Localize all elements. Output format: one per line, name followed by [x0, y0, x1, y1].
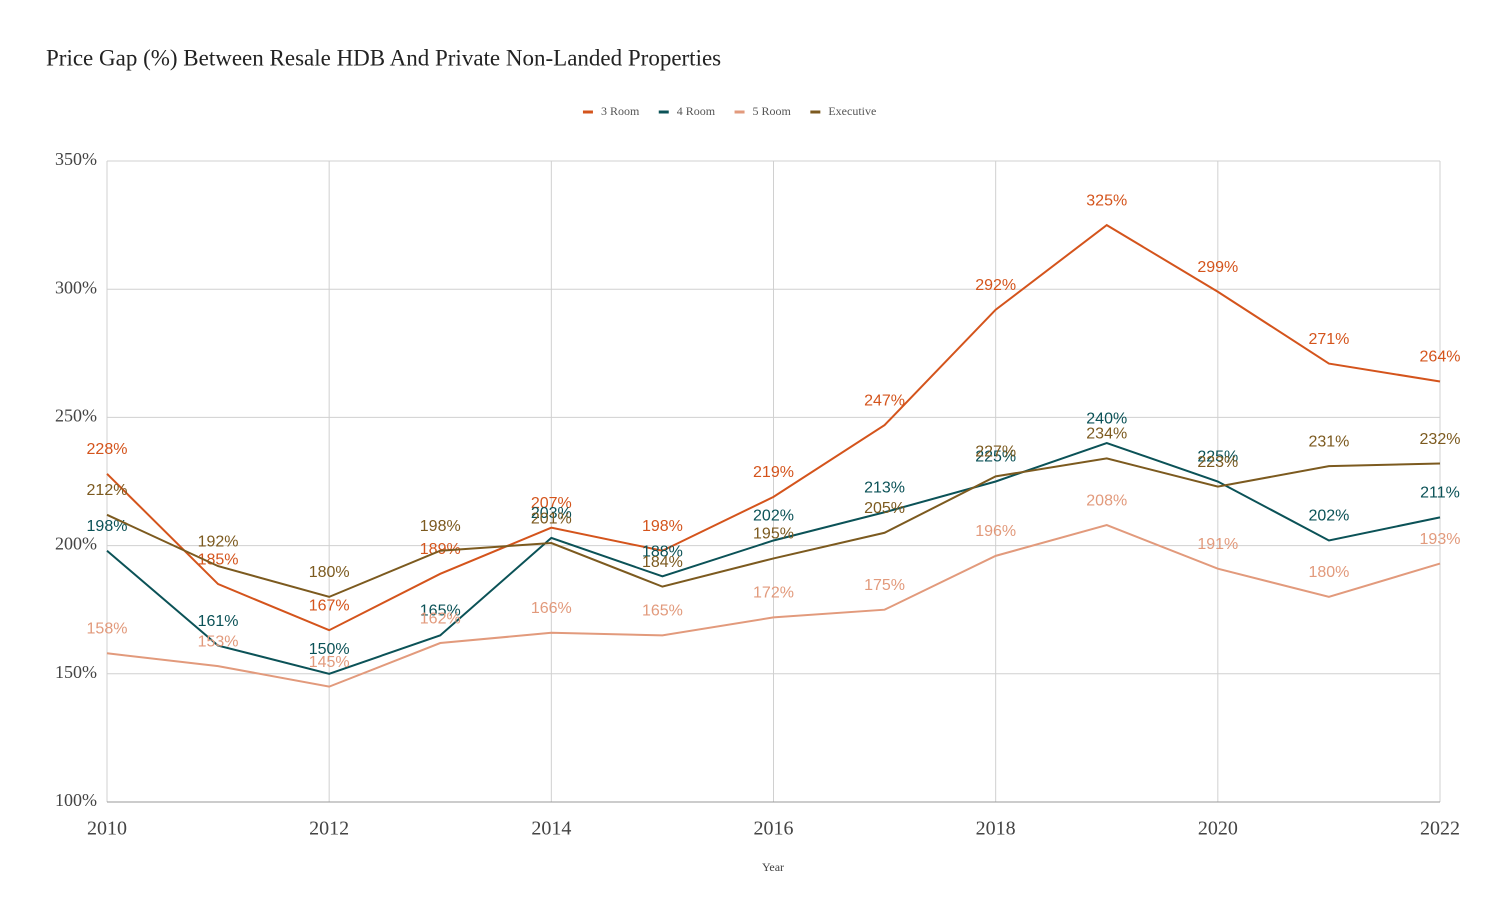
data-label: 211%: [1420, 485, 1460, 502]
data-label: 189%: [420, 541, 461, 558]
data-label: 172%: [753, 585, 794, 602]
data-label: 264%: [1420, 349, 1461, 366]
data-label: 185%: [198, 551, 239, 568]
data-label: 196%: [975, 523, 1016, 540]
data-label: 234%: [1086, 426, 1127, 443]
y-tick-label: 350%: [55, 149, 97, 169]
chart-title: Price Gap (%) Between Resale HDB And Pri…: [46, 45, 721, 70]
y-tick-label: 250%: [55, 406, 97, 426]
x-tick-label: 2020: [1198, 818, 1238, 840]
data-label: 240%: [1086, 410, 1127, 427]
data-label: 232%: [1420, 431, 1461, 448]
data-label: 205%: [864, 500, 905, 517]
data-label: 191%: [1197, 536, 1238, 553]
data-label: 165%: [420, 603, 461, 620]
data-label: 212%: [87, 482, 128, 499]
series-line: [106, 524, 1441, 688]
y-tick-label: 200%: [55, 534, 97, 554]
data-label: 195%: [753, 526, 794, 543]
series-line: [106, 441, 1441, 675]
data-label: 165%: [642, 603, 683, 620]
x-tick-label: 2014: [531, 818, 571, 840]
data-label: 202%: [1308, 508, 1349, 525]
y-tick-label: 150%: [55, 662, 97, 682]
data-label: 208%: [1086, 492, 1127, 509]
data-label: 219%: [753, 464, 794, 481]
legend-label: 3 Room: [601, 104, 640, 118]
data-label: 167%: [309, 597, 350, 614]
data-label: 193%: [1420, 531, 1461, 548]
data-label: 166%: [531, 600, 572, 617]
data-label: 225%: [1197, 449, 1238, 466]
x-tick-label: 2016: [754, 818, 794, 840]
data-label: 161%: [198, 613, 239, 630]
data-label: 184%: [642, 554, 683, 571]
data-label: 207%: [531, 495, 572, 512]
data-label: 162%: [420, 610, 461, 627]
data-label: 198%: [87, 518, 128, 535]
data-label: 325%: [1086, 192, 1127, 209]
data-label: 198%: [642, 518, 683, 535]
data-label: 271%: [1308, 331, 1349, 348]
data-label: 175%: [864, 577, 905, 594]
data-label: 213%: [864, 479, 905, 496]
x-tick-label: 2022: [1420, 818, 1460, 840]
data-label: 145%: [309, 654, 350, 671]
legend-label: 4 Room: [677, 104, 716, 118]
data-label: 198%: [420, 518, 461, 535]
y-tick-label: 100%: [55, 790, 97, 810]
data-label: 201%: [531, 510, 572, 527]
x-axis-title: Year: [762, 860, 784, 874]
data-label: 180%: [1308, 564, 1349, 581]
x-tick-label: 2010: [87, 818, 127, 840]
data-label: 247%: [864, 392, 905, 409]
data-label: 292%: [975, 277, 1016, 294]
data-label: 150%: [309, 641, 350, 658]
data-label: 203%: [531, 505, 572, 522]
legend-label: Executive: [828, 104, 876, 118]
y-tick-label: 300%: [55, 277, 97, 297]
series-line: [106, 223, 1441, 632]
data-label: 188%: [642, 544, 683, 561]
data-label: 223%: [1197, 454, 1238, 471]
data-label: 158%: [87, 621, 128, 638]
data-label: 299%: [1197, 259, 1238, 276]
x-tick-label: 2012: [309, 818, 349, 840]
data-label: 153%: [198, 633, 239, 650]
x-tick-label: 2018: [976, 818, 1016, 840]
data-label: 231%: [1308, 433, 1349, 450]
legend-label: 5 Room: [753, 104, 792, 118]
data-label: 202%: [753, 508, 794, 525]
series-line: [106, 457, 1441, 598]
data-label: 192%: [198, 533, 239, 550]
data-label: 225%: [975, 449, 1016, 466]
data-label: 180%: [309, 564, 350, 581]
data-label: 227%: [975, 444, 1016, 461]
data-label: 228%: [87, 441, 128, 458]
